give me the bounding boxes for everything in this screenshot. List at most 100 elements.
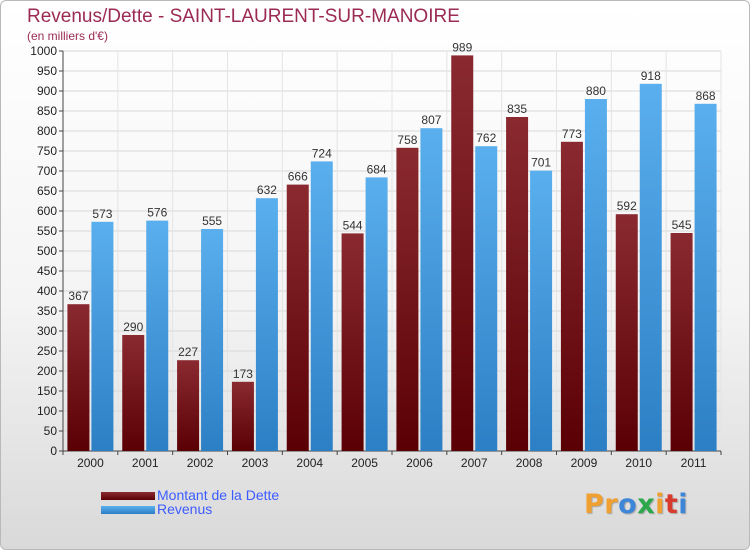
y-tick-label: 1000 — [30, 44, 57, 58]
x-tick-label: 2009 — [571, 456, 598, 470]
y-tick-label: 200 — [37, 364, 57, 378]
data-label-dette: 544 — [343, 218, 363, 232]
legend-label-dette: Montant de la Dette — [157, 487, 280, 503]
logo-letter: x — [637, 489, 656, 520]
y-tick-label: 50 — [44, 424, 58, 438]
data-label-revenus: 576 — [147, 206, 167, 220]
y-tick-label: 550 — [37, 224, 57, 238]
bars — [67, 55, 717, 452]
data-label-dette: 666 — [288, 170, 308, 184]
legend-label-revenus: Revenus — [157, 501, 213, 517]
x-tick-label: 2004 — [296, 456, 323, 470]
data-label-dette: 773 — [562, 127, 582, 141]
proxiti-logo: Proxiti — [584, 489, 694, 523]
x-tick-label: 2005 — [351, 456, 378, 470]
x-tick-label: 2007 — [461, 456, 488, 470]
bar-dette — [177, 360, 200, 451]
logo-letter: t — [664, 489, 679, 520]
y-tick-label: 700 — [37, 164, 57, 178]
y-tick-label: 350 — [37, 304, 57, 318]
bar-dette — [67, 304, 90, 451]
data-label-dette: 758 — [397, 133, 417, 147]
x-tick-label: 2008 — [516, 456, 543, 470]
y-tick-label: 600 — [37, 204, 57, 218]
bar-revenus — [365, 177, 388, 451]
y-tick-label: 850 — [37, 104, 57, 118]
logo-letter: i — [678, 489, 689, 520]
axes: 0 50 100 150 200 250 300 350 400 450 500 550 600 650 7… — [30, 44, 722, 470]
x-tick-label: 2000 — [77, 456, 104, 470]
y-tick-label: 150 — [37, 384, 57, 398]
chart-title: Revenus/Dette - SAINT-LAURENT-SUR-MANOIR… — [27, 6, 460, 27]
bar-dette — [560, 141, 583, 452]
logo-letter: P — [584, 489, 605, 520]
data-label-dette: 989 — [452, 40, 472, 54]
y-tick-label: 750 — [37, 144, 57, 158]
bar-dette — [506, 117, 529, 451]
data-label-dette: 592 — [617, 199, 637, 213]
bar-dette — [286, 184, 309, 451]
bar-revenus — [420, 128, 443, 451]
bar-revenus — [255, 198, 278, 451]
data-label-revenus: 684 — [367, 162, 387, 176]
x-tick-label: 2003 — [242, 456, 269, 470]
bar-dette — [396, 147, 419, 452]
y-tick-label: 650 — [37, 184, 57, 198]
bar-revenus — [146, 220, 169, 451]
y-tick-label: 800 — [37, 124, 57, 138]
bar-revenus — [475, 146, 498, 451]
bar-dette — [122, 335, 145, 451]
logo-letter: o — [618, 489, 638, 520]
data-labels: 367 573 290 576 227 555 173 632 666 724 544 684 758 8… — [68, 40, 716, 380]
data-label-revenus: 724 — [312, 146, 332, 160]
data-label-revenus: 918 — [641, 69, 661, 83]
x-tick-label: 2011 — [681, 456, 707, 470]
data-label-dette: 173 — [233, 367, 253, 381]
y-tick-label: 300 — [37, 324, 57, 338]
data-label-revenus: 880 — [586, 84, 606, 98]
y-tick-label: 900 — [37, 84, 57, 98]
bar-dette — [341, 233, 364, 451]
y-tick-label: 250 — [37, 344, 57, 358]
x-tick-label: 2001 — [132, 456, 159, 470]
y-tick-label: 950 — [37, 64, 57, 78]
data-label-dette: 227 — [178, 345, 198, 359]
data-label-revenus: 573 — [92, 207, 112, 221]
bar-revenus — [639, 83, 662, 452]
logo-letter: i — [655, 489, 665, 520]
bar-dette — [231, 381, 254, 451]
bar-dette — [670, 233, 693, 451]
data-label-dette: 545 — [672, 218, 692, 232]
data-label-dette: 835 — [507, 102, 527, 116]
y-tick-label: 0 — [50, 444, 57, 458]
bar-revenus — [694, 103, 717, 452]
bar-revenus — [310, 161, 333, 451]
x-tick-label: 2006 — [406, 456, 433, 470]
data-label-dette: 367 — [68, 289, 88, 303]
data-label-dette: 290 — [123, 320, 143, 334]
legend-swatch-dette — [101, 492, 155, 500]
chart-subtitle: (en milliers d'€) — [27, 29, 108, 43]
bar-revenus — [201, 229, 224, 451]
y-tick-label: 100 — [37, 404, 57, 418]
bar-revenus — [91, 221, 114, 451]
y-tick-label: 500 — [37, 244, 57, 258]
data-label-revenus: 701 — [531, 156, 551, 170]
data-label-revenus: 762 — [476, 131, 496, 145]
bar-dette — [451, 55, 474, 452]
y-tick-label: 400 — [37, 284, 57, 298]
legend-swatch-revenus — [101, 506, 155, 514]
bar-dette — [615, 214, 638, 451]
logo-letter: r — [604, 489, 619, 520]
bar-revenus — [584, 99, 607, 451]
data-label-revenus: 555 — [202, 214, 222, 228]
data-label-revenus: 807 — [421, 113, 441, 127]
x-tick-label: 2010 — [625, 456, 652, 470]
bar-revenus — [530, 170, 553, 451]
data-label-revenus: 632 — [257, 183, 277, 197]
x-tick-label: 2002 — [187, 456, 214, 470]
y-tick-label: 450 — [37, 264, 57, 278]
data-label-revenus: 868 — [696, 89, 716, 103]
